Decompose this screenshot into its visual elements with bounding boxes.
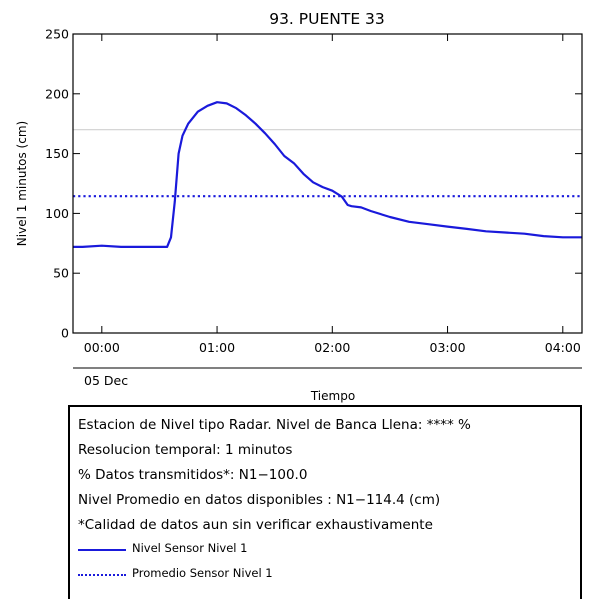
y-tick-label: 50 — [53, 266, 69, 281]
x-tick-label: 04:00 — [545, 340, 581, 355]
chart-title: 93. PUENTE 33 — [269, 10, 385, 28]
data-transmitted-text: % Datos transmitidos*: N1−100.0 — [78, 467, 308, 483]
date-label: 05 Dec — [84, 373, 128, 388]
plot-frame — [72, 33, 583, 334]
legend-label-sensor: Nivel Sensor Nivel 1 — [132, 541, 248, 555]
y-tick-label: 100 — [45, 206, 69, 221]
legend-swatch-solid — [78, 549, 126, 551]
y-tick-label: 200 — [45, 86, 69, 101]
y-tick-label: 0 — [61, 326, 69, 341]
chart-canvas: 0 50 100 150 200 250 00:00 01:00 02:00 03:00 04:00… — [15, 10, 583, 403]
legend-label-average: Promedio Sensor Nivel 1 — [132, 566, 273, 580]
series-sensor-line — [73, 101, 582, 248]
x-tick-label: 00:00 — [84, 340, 120, 355]
x-axis-label: Tiempo — [310, 389, 355, 403]
legend-swatch-dotted — [78, 574, 126, 576]
average-level-text: Nivel Promedio en datos disponibles : N1… — [78, 492, 441, 508]
y-axis-label: Nivel 1 minutos (cm) — [15, 121, 29, 246]
resolution-text: Resolucion temporal: 1 minutos — [78, 442, 293, 458]
x-tick-label: 01:00 — [199, 340, 235, 355]
y-tick-label: 250 — [45, 27, 69, 42]
station-info-text: Estacion de Nivel tipo Radar. Nivel de B… — [78, 417, 471, 433]
x-tick-label: 03:00 — [430, 340, 466, 355]
y-tick-label: 150 — [45, 146, 69, 161]
info-legend-box: Estacion de Nivel tipo Radar. Nivel de B… — [68, 405, 582, 599]
quality-note-text: *Calidad de datos aun sin verificar exha… — [78, 517, 433, 533]
x-tick-label: 02:00 — [314, 340, 350, 355]
